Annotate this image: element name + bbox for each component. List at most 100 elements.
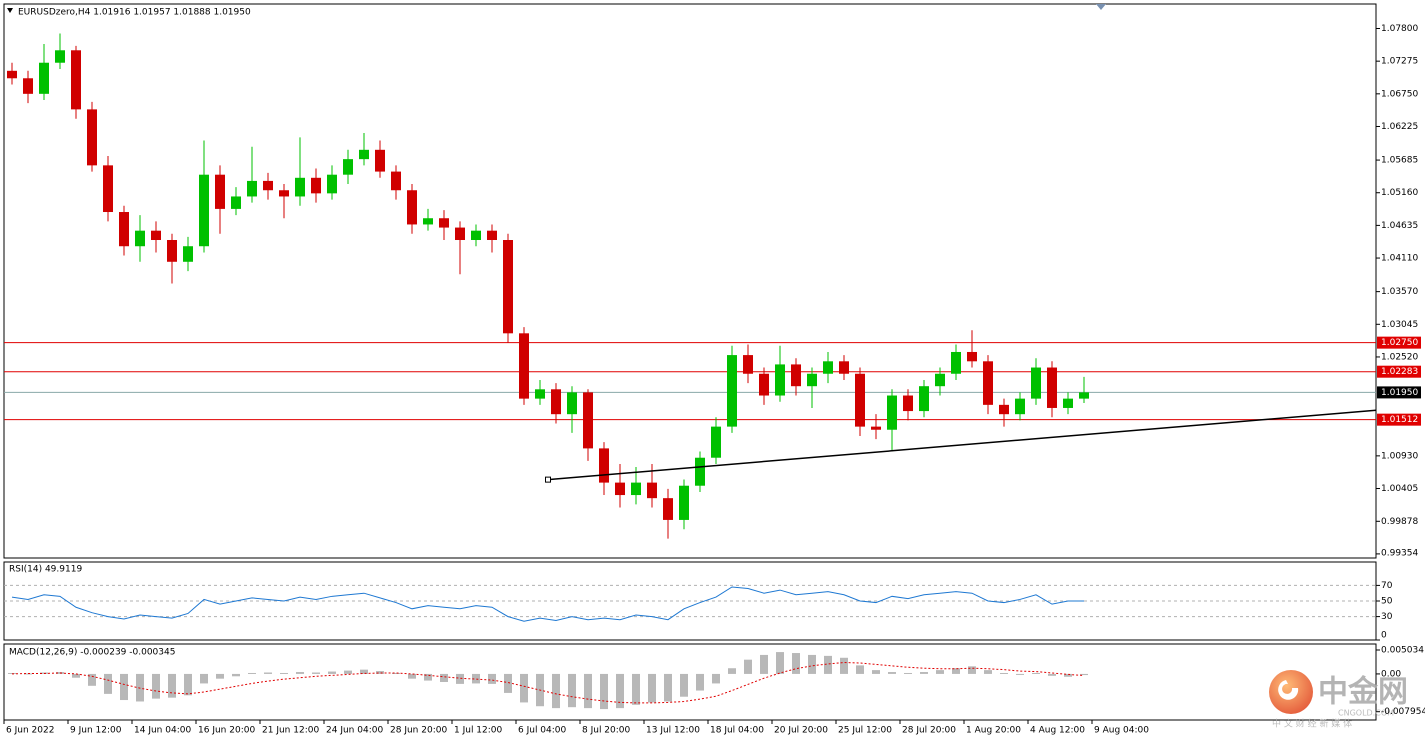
candle-body [7,70,17,79]
macd-bar [1016,673,1024,675]
macd-bar [424,673,432,681]
macd-bar [920,672,928,674]
candle-body [743,355,753,374]
level-label-box [1377,365,1421,378]
macd-bar [1080,673,1088,676]
macd-bar [280,672,288,674]
candle-body [1063,398,1073,408]
candle-body [407,190,417,225]
candle-body [391,171,401,191]
macd-bar [312,672,320,674]
candle-body [167,240,177,262]
candle-body [599,448,609,483]
x-tick-label: 6 Jun 2022 [6,726,54,736]
macd-bar [872,670,880,674]
macd-bar [120,673,128,701]
candle-body [199,174,209,247]
candle-body [647,482,657,499]
x-tick-label: 1 Jul 12:00 [454,726,503,736]
macd-bar [504,673,512,693]
candle-body [295,177,305,197]
y-tick-label: 1.02520 [1381,352,1418,362]
macd-bar [392,672,400,674]
candle-body [487,230,497,241]
candle-body [935,373,945,387]
candle-body [615,482,625,496]
rsi-line [11,586,1084,622]
macd-bar [952,668,960,674]
signal-line [11,662,1085,704]
symbol-menu-arrow[interactable] [7,8,13,13]
watermark-name: 中金网 [1318,675,1408,710]
candle-body [727,355,737,427]
candle-body [823,361,833,374]
candle-body [583,392,593,449]
candle-body [631,482,641,496]
candle-body [1047,367,1057,408]
macd-bar [472,673,480,684]
candle-body [775,364,785,396]
y-tick-label: 1.00405 [1381,484,1418,494]
candle-body [135,230,145,247]
macd-bar [664,673,672,702]
candle-body [215,174,225,209]
level-label: 1.02750 [1381,338,1418,348]
candle-body [263,180,273,191]
x-tick-label: 28 Jul 20:00 [902,726,956,736]
candle-body [151,230,161,241]
candle-body [119,212,129,247]
macd-bar [888,672,896,674]
y-tick-label: 1.05685 [1381,156,1418,166]
watermark-tagline: 中 文 财 经 新 媒 体 [1272,718,1352,730]
candle-body [679,485,689,520]
trendline [547,409,1377,481]
x-tick-label: 21 Jun 12:00 [262,726,319,736]
y-tick-label: 1.00930 [1381,451,1418,461]
candle-body [311,177,321,194]
main-panel [3,3,1377,559]
y-tick-label: 1.04110 [1381,254,1418,264]
y-tick-label: 30 [1381,612,1393,622]
macd-bar [1048,673,1056,676]
macd-bar [1064,673,1072,677]
watermark-logo [1269,670,1313,714]
x-tick-label: 25 Jul 12:00 [838,726,892,736]
candle-body [567,392,577,415]
candle-body [503,240,513,334]
shift-marker [1096,4,1106,10]
candle-body [439,218,449,228]
candle-body [55,50,65,63]
macd-bar [600,673,608,710]
candle-body [71,50,81,110]
x-tick-label: 28 Jun 20:00 [390,726,447,736]
macd-bar [344,670,352,674]
candle-body [983,361,993,405]
macd-bar [584,673,592,709]
macd-bar [520,673,528,703]
level-label: 1.01512 [1381,415,1418,425]
macd-bar [216,673,224,679]
macd-bar [440,673,448,682]
candle-body [903,395,913,412]
x-tick-label: 8 Jul 20:00 [582,726,631,736]
macd-bar [408,673,416,679]
candle-body [183,246,193,262]
level-label-box [1377,386,1421,399]
candle-body [919,386,929,412]
candle-body [999,404,1009,415]
candle-body [759,373,769,396]
candle-body [87,109,97,166]
y-tick-label: 1.03570 [1381,287,1418,297]
macd-bar [968,666,976,674]
candle-body [519,333,529,399]
macd-bar [792,653,800,674]
y-tick-label: 0 [1381,631,1387,641]
x-tick-label: 1 Aug 20:00 [966,726,1021,736]
watermark: 中金网 CNGOLD.COM 中 文 财 经 新 媒 体 [1269,670,1408,730]
candle-body [1031,367,1041,399]
macd-bar [104,673,112,694]
y-tick-label: 50 [1381,597,1393,607]
x-tick-label: 24 Jun 04:00 [326,726,383,736]
candle-body [711,426,721,458]
